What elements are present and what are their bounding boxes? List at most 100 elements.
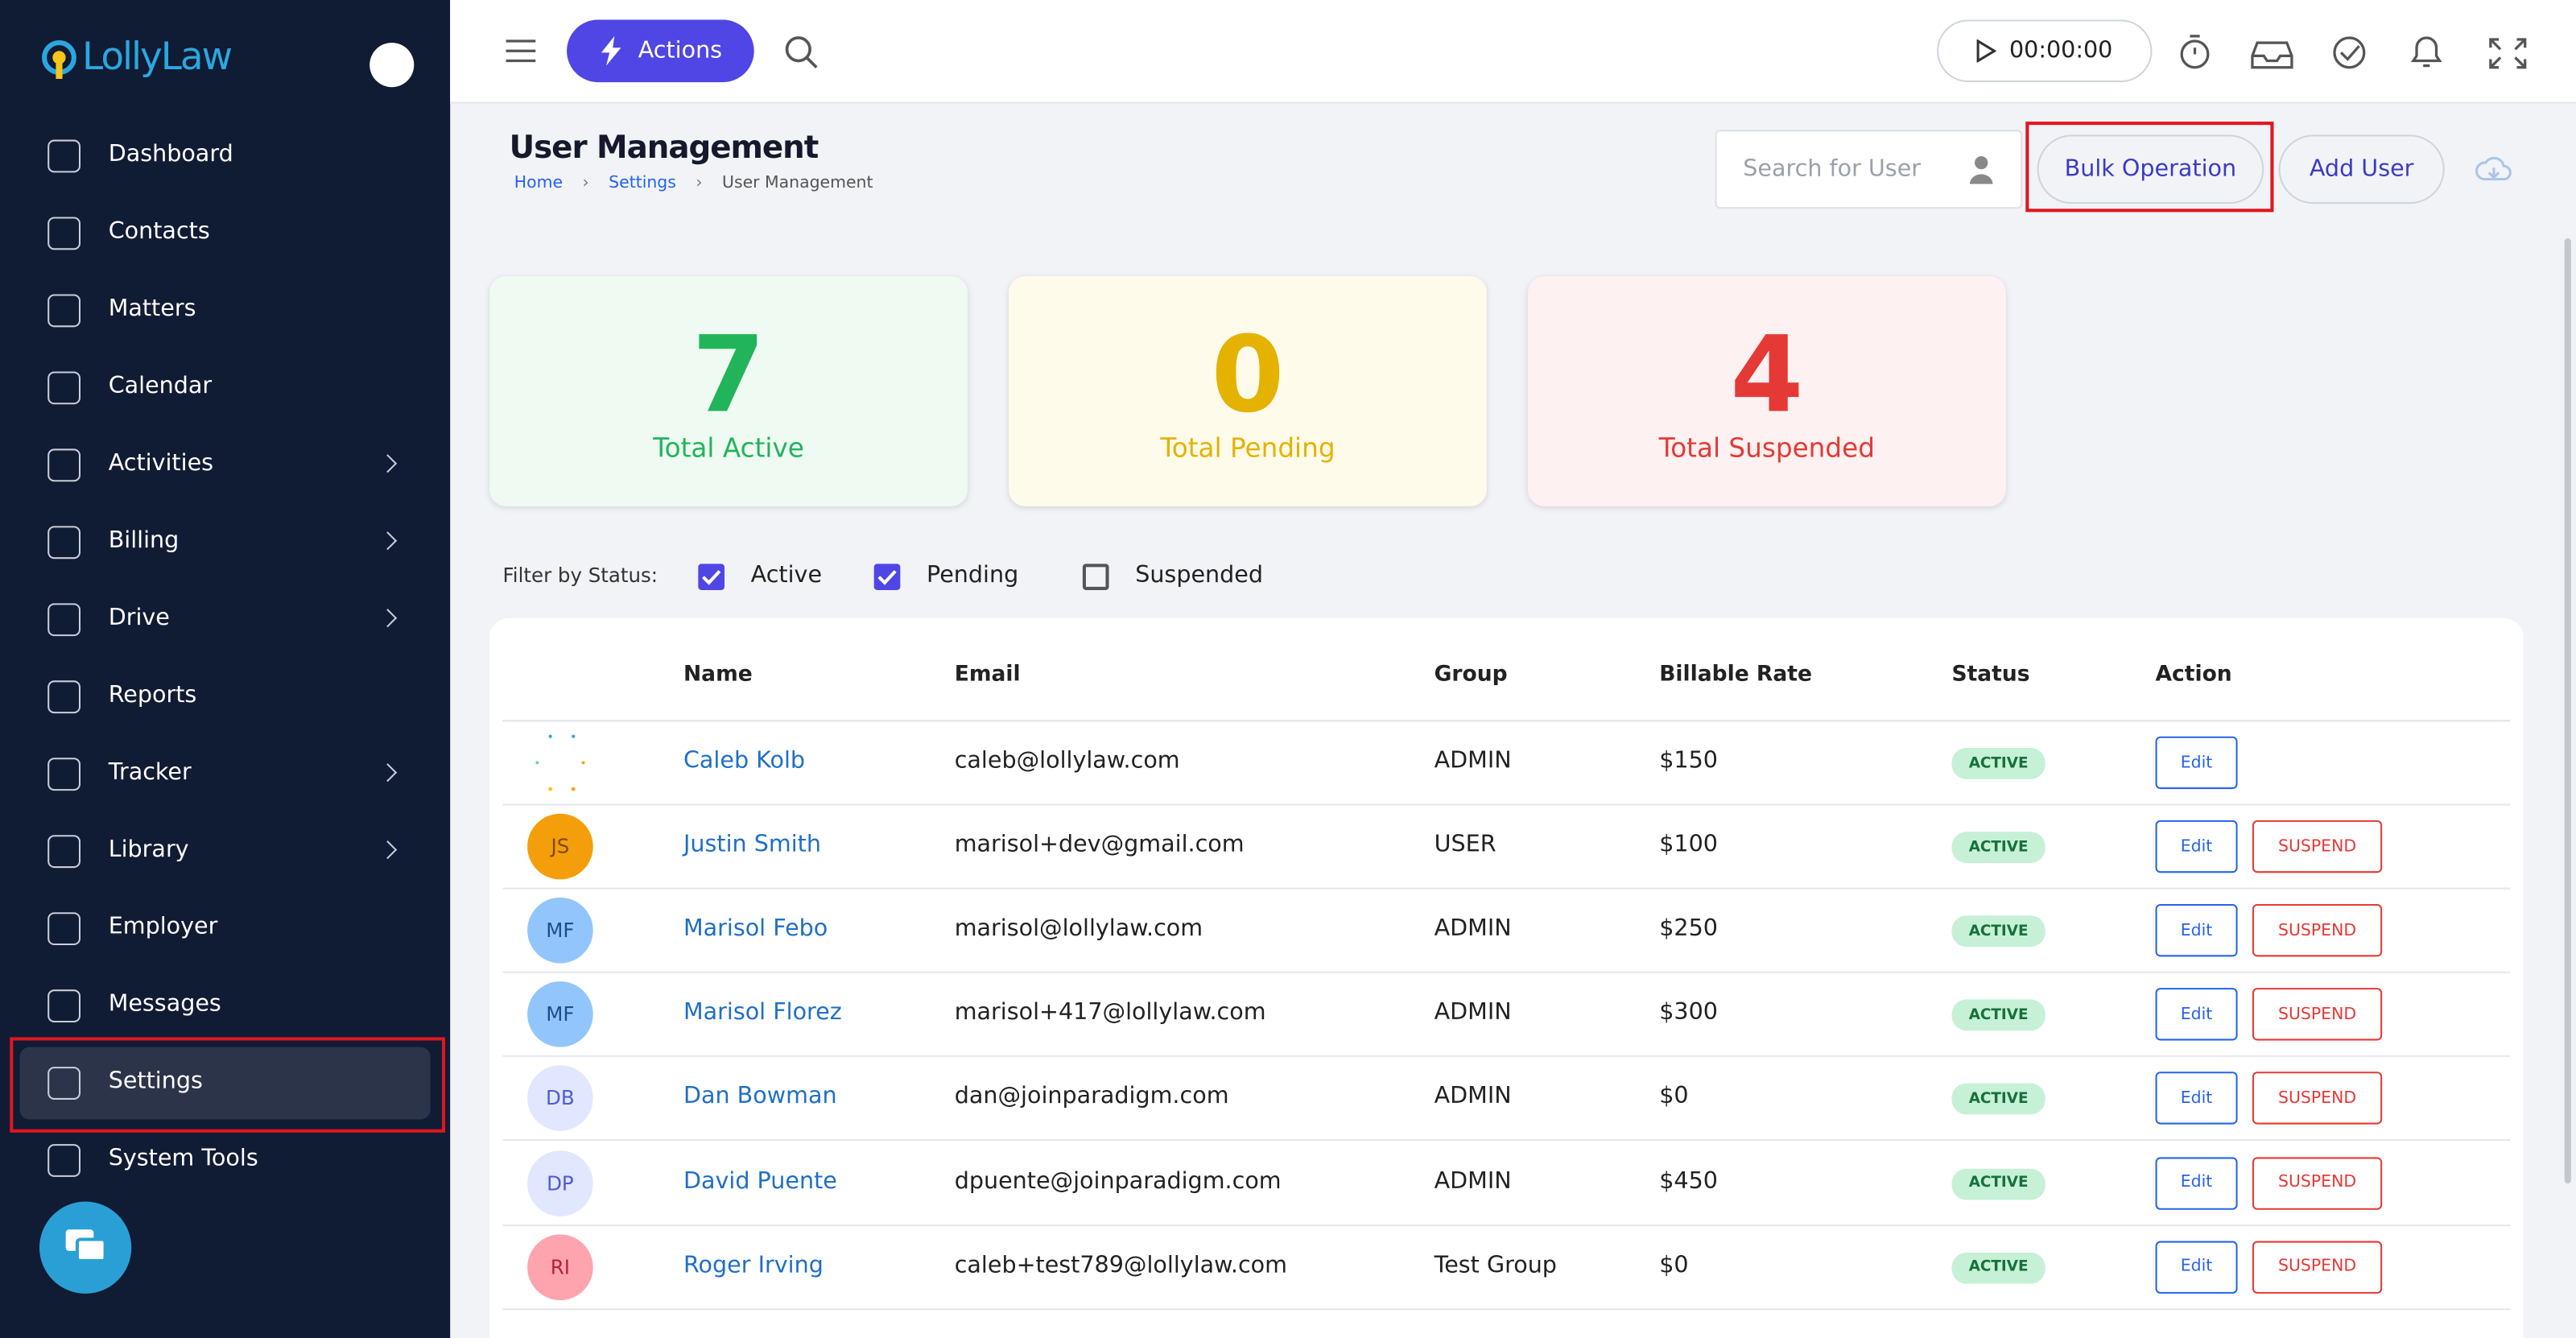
user-search[interactable]: Search for User (1715, 130, 2023, 209)
user-email: dan@joinparadigm.com (954, 1084, 1229, 1111)
stat-label: Total Pending (1160, 432, 1335, 464)
user-group: USER (1434, 832, 1496, 859)
column-header: Billable Rate (1659, 662, 1812, 688)
user-group: ADMIN (1434, 1084, 1512, 1111)
actions-label: Actions (638, 37, 723, 64)
edit-button[interactable]: Edit (2155, 1072, 2238, 1125)
nav-label[interactable]: Employer (108, 914, 218, 940)
nav-label[interactable]: Reports (108, 682, 197, 709)
user-name[interactable]: Marisol Florez (683, 1000, 842, 1026)
breadcrumb-separator: › (582, 174, 589, 192)
actions-button[interactable]: Actions (567, 19, 754, 83)
breadcrumb-item[interactable]: Home (514, 174, 564, 192)
chevron (378, 454, 398, 473)
active-item-bg (19, 1047, 431, 1120)
checkbox[interactable] (1082, 564, 1109, 591)
row-divider (502, 1307, 2511, 1310)
edit-button[interactable]: Edit (2155, 1240, 2238, 1294)
user-group: ADMIN (1434, 915, 1512, 943)
checkbox[interactable] (873, 564, 901, 591)
chevron (378, 531, 398, 551)
nav-label[interactable]: Tracker (108, 759, 192, 786)
suspend-button[interactable]: SUSPEND (2252, 820, 2383, 873)
logo-icon (42, 40, 76, 80)
avatar: DB (527, 1065, 593, 1132)
menu-icon[interactable] (505, 38, 538, 64)
user-name[interactable]: Dan Bowman (683, 1084, 837, 1111)
nav-label[interactable]: Calendar (108, 373, 213, 400)
stat-card: 4 Total Suspended (1527, 276, 2006, 506)
nav-label[interactable]: Messages (108, 991, 221, 1018)
avatar: MF (527, 981, 593, 1048)
stat-label: Total Suspended (1658, 432, 1875, 464)
nav-label[interactable]: Library (108, 836, 189, 863)
suspend-button[interactable]: SUSPEND (2252, 1072, 2383, 1125)
edit-button[interactable]: Edit (2155, 988, 2238, 1042)
bulk-operation-button[interactable]: Bulk Operation (2037, 134, 2264, 204)
bolt-icon (601, 35, 622, 66)
nav-label[interactable]: System Tools (108, 1146, 258, 1172)
stat-card: 7 Total Active (489, 276, 968, 506)
nav-label[interactable]: Contacts (108, 218, 210, 246)
nav-label[interactable]: Matters (108, 295, 196, 323)
edit-button[interactable]: Edit (2155, 904, 2238, 957)
nav-label[interactable]: Drive (108, 605, 170, 632)
page-title: User Management (509, 130, 819, 167)
status-badge: ACTIVE (1951, 915, 2046, 948)
column-header: Name (683, 662, 753, 688)
nav-icon (47, 448, 80, 482)
column-header: Action (2155, 662, 2232, 688)
row-divider (502, 972, 2511, 974)
scrollbar (2564, 238, 2571, 1184)
add-user-button[interactable]: Add User (2278, 134, 2445, 204)
user-name[interactable]: Marisol Febo (683, 915, 828, 943)
billable-rate: $250 (1659, 915, 1718, 943)
suspend-button[interactable]: SUSPEND (2252, 988, 2383, 1042)
column-header: Group (1434, 662, 1508, 688)
download-icon[interactable] (2474, 155, 2513, 184)
suspend-button[interactable]: SUSPEND (2252, 904, 2383, 957)
timer[interactable]: 00:00:00 (1937, 19, 2153, 83)
suspend-button[interactable]: SUSPEND (2252, 1156, 2383, 1209)
stat-value: 7 (691, 316, 766, 438)
row-divider (502, 803, 2511, 806)
chat-button[interactable] (39, 1201, 132, 1294)
edit-button[interactable]: Edit (2155, 736, 2238, 790)
nav-label[interactable]: Billing (108, 527, 180, 555)
stat-value: 0 (1211, 316, 1285, 438)
chevron (378, 609, 398, 628)
user-name[interactable]: Justin Smith (683, 832, 821, 859)
user-name[interactable]: Roger Irving (683, 1252, 824, 1278)
toolbar-icons[interactable] (2178, 33, 2576, 72)
nav-label[interactable]: Settings (108, 1068, 203, 1095)
status-badge: ACTIVE (1951, 832, 2046, 864)
chat-icon (65, 1229, 107, 1263)
breadcrumb: Home › Settings › User Management (514, 174, 873, 192)
user-group: ADMIN (1434, 1167, 1512, 1195)
billable-rate: $0 (1659, 1084, 1689, 1111)
nav-label[interactable]: Activities (108, 450, 214, 477)
suspend-button[interactable]: SUSPEND (2252, 1240, 2383, 1294)
breadcrumb-item[interactable]: Settings (609, 174, 676, 192)
nav-icon (47, 139, 80, 173)
table-card (489, 617, 2524, 1338)
user-name[interactable]: David Puente (683, 1167, 837, 1195)
edit-button[interactable]: Edit (2155, 1156, 2238, 1209)
topbar: Actions 00:00:00 (450, 0, 2576, 104)
checkbox[interactable] (698, 564, 724, 591)
user-email: marisol+417@lollylaw.com (954, 1000, 1266, 1026)
breadcrumb-separator: › (696, 174, 703, 192)
nav-icon (47, 1144, 80, 1177)
breadcrumb-item: User Management (722, 174, 873, 192)
column-header: Status (1951, 662, 2030, 688)
search-icon[interactable] (783, 35, 819, 71)
nav-icon (47, 758, 80, 791)
row-divider (502, 887, 2511, 890)
nav-label[interactable]: Dashboard (108, 141, 233, 168)
stat-card: 0 Total Pending (1009, 276, 1487, 506)
user-avatar[interactable] (369, 43, 415, 88)
user-name[interactable]: Caleb Kolb (683, 748, 806, 774)
edit-button[interactable]: Edit (2155, 820, 2238, 873)
nav-icon (47, 603, 80, 637)
loading-avatar (527, 730, 593, 796)
